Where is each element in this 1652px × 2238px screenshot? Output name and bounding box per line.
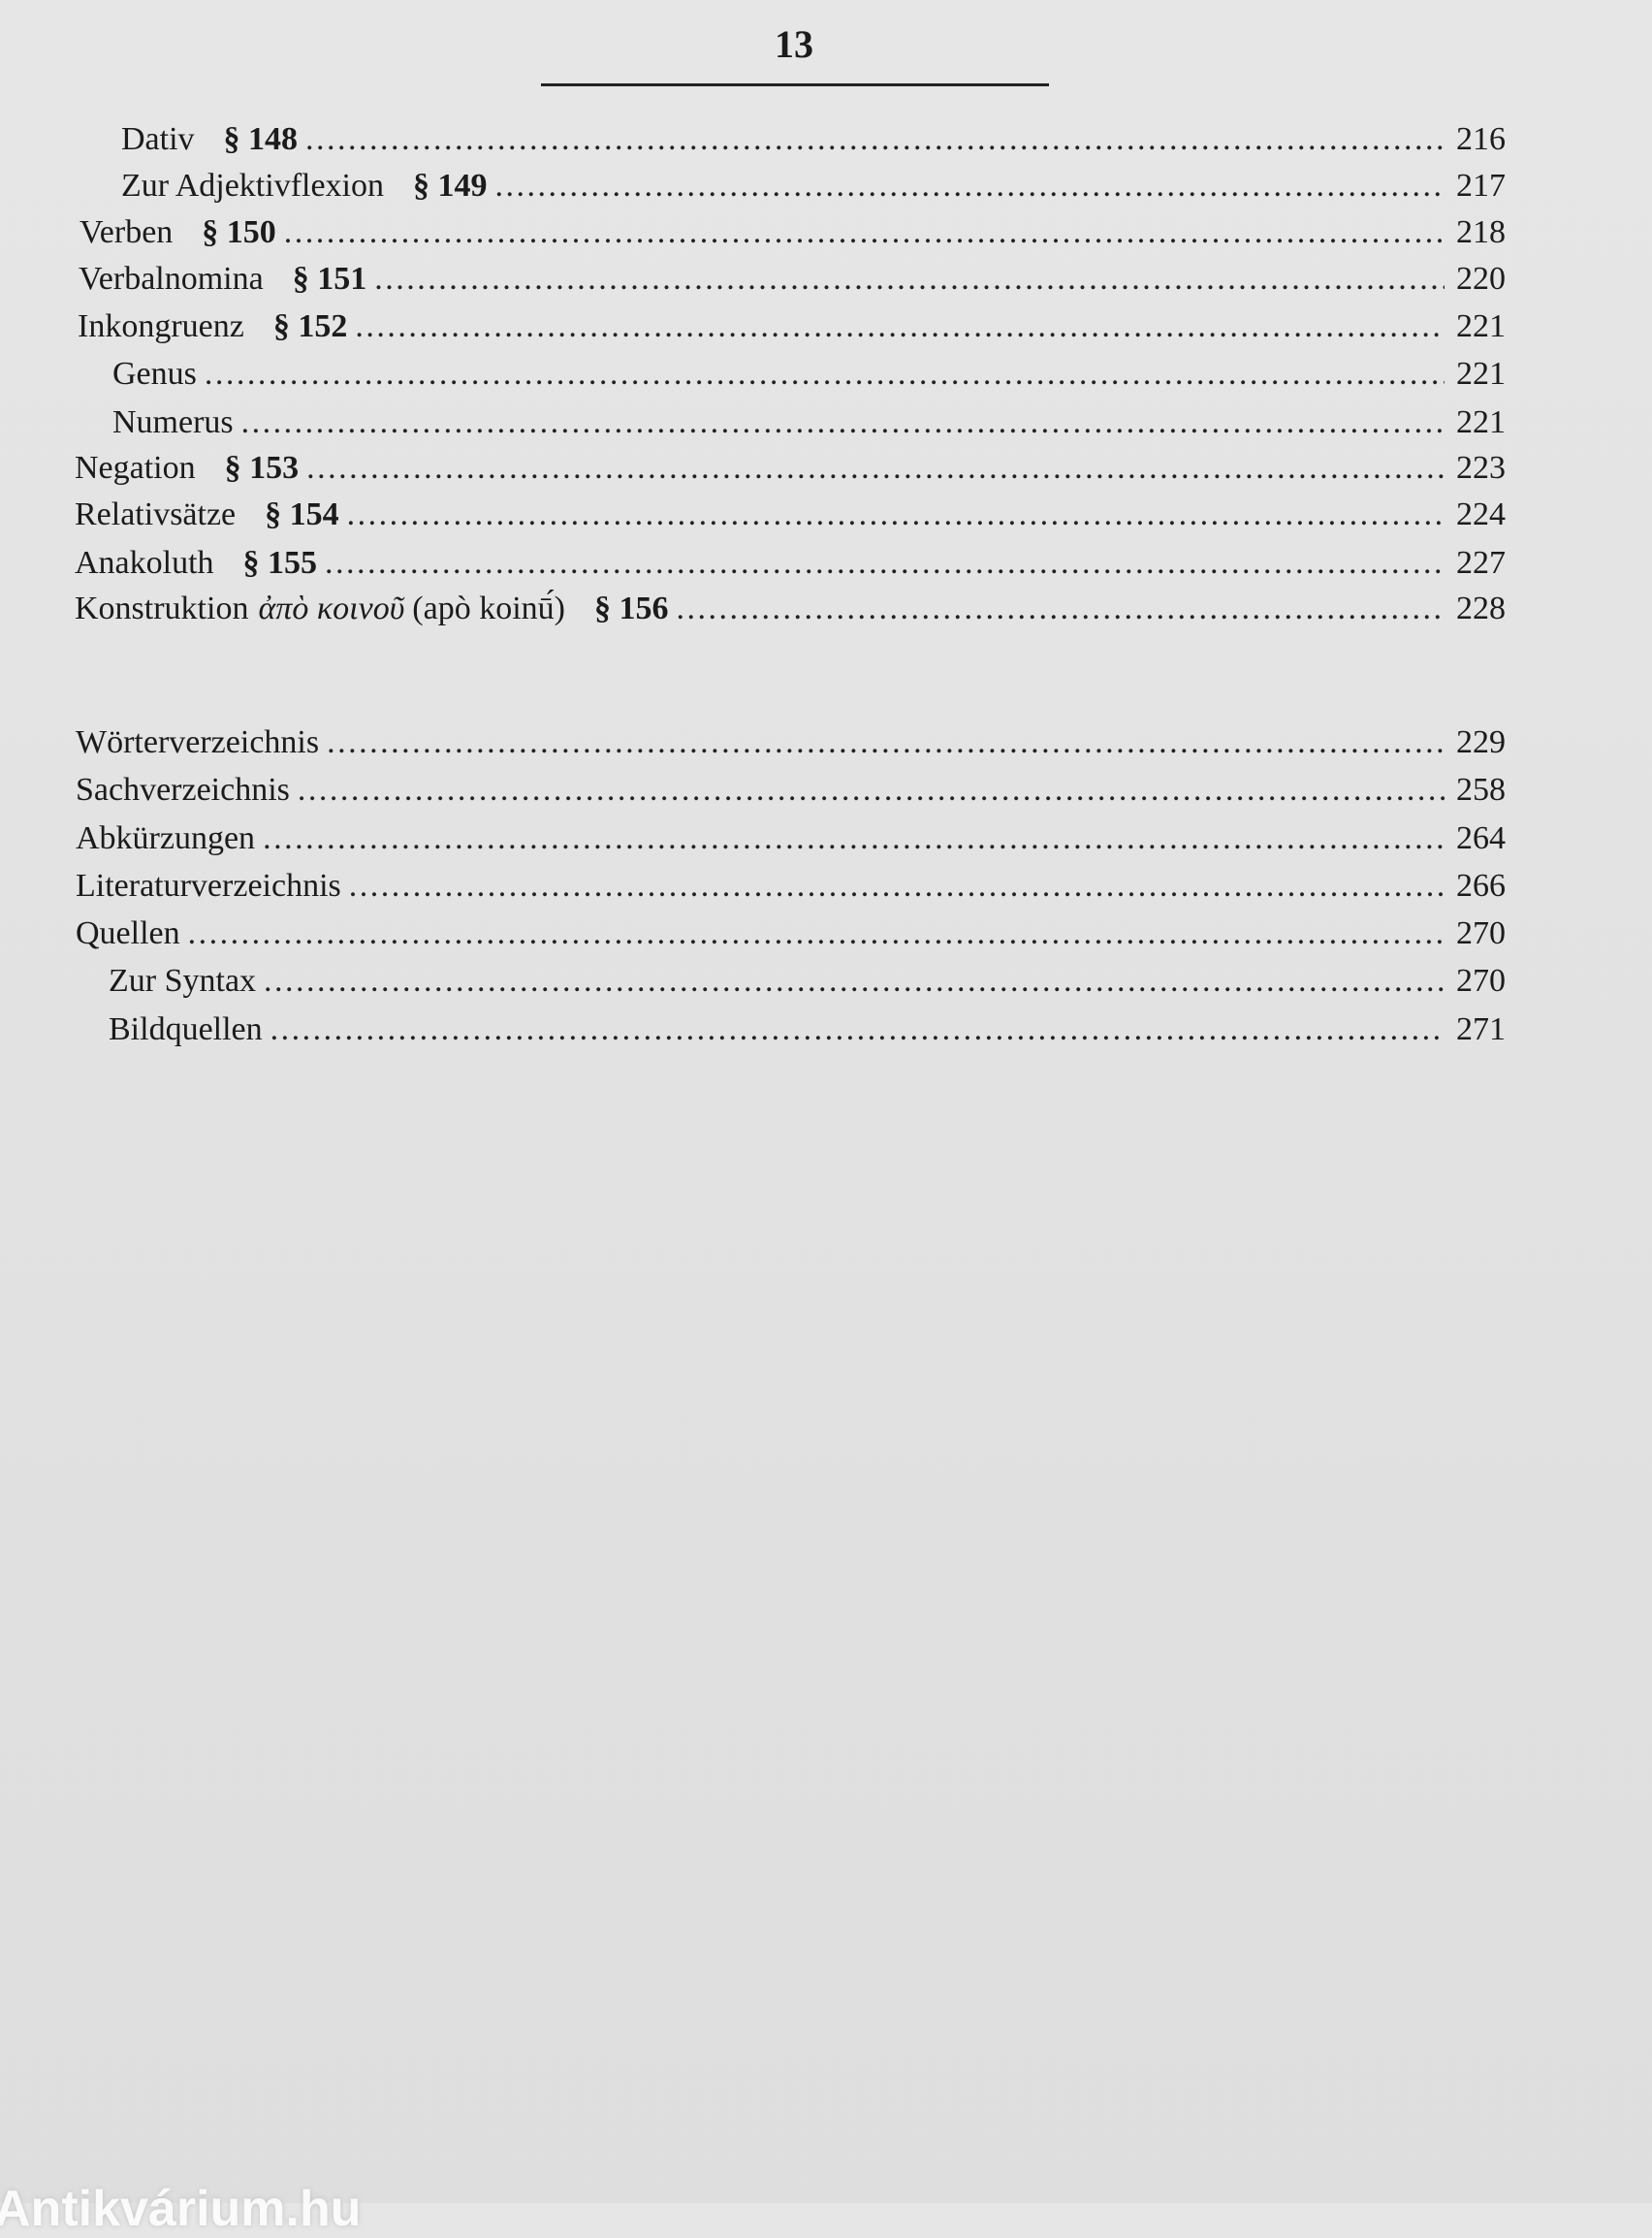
entry-page-number: 221 bbox=[1456, 308, 1506, 344]
watermark-logo: Antikvárium.hu bbox=[0, 2181, 362, 2237]
entry-title: Genus bbox=[112, 356, 197, 392]
entry-title: Quellen bbox=[76, 915, 180, 951]
entry-page-number: 258 bbox=[1456, 772, 1506, 808]
entry-section: § 154 bbox=[265, 496, 339, 532]
toc-entry: Genus 221 bbox=[112, 356, 1506, 400]
entry-page-number: 270 bbox=[1456, 963, 1506, 999]
entry-page-number: 218 bbox=[1456, 214, 1506, 250]
entry-greek: ἀπὸ κοινοῦ bbox=[258, 591, 405, 626]
entry-page-number: 229 bbox=[1456, 724, 1506, 760]
entry-page-number: 221 bbox=[1456, 356, 1506, 392]
entry-page-number: 271 bbox=[1456, 1011, 1506, 1047]
toc-entry: Inkongruenz § 152 221 bbox=[78, 308, 1506, 353]
dot-leader bbox=[349, 868, 1445, 905]
dot-leader bbox=[305, 121, 1445, 158]
dot-leader bbox=[205, 356, 1445, 393]
toc-entry: Konstruktion ἀπὸ κοινοῦ(apò koinū́) § 156 2… bbox=[75, 591, 1506, 635]
entry-page-number: 223 bbox=[1456, 450, 1506, 486]
entry-title: Zur Syntax bbox=[109, 963, 257, 999]
entry-title: Anakoluth bbox=[75, 545, 214, 581]
entry-page-number: 217 bbox=[1456, 168, 1506, 204]
entry-section: § 152 bbox=[272, 308, 348, 344]
entry-page-number: 264 bbox=[1456, 820, 1506, 856]
dot-leader bbox=[241, 404, 1445, 441]
entry-title: Literaturverzeichnis bbox=[76, 868, 341, 904]
entry-section: § 148 bbox=[223, 121, 299, 157]
entry-title: Inkongruenz bbox=[78, 308, 244, 344]
entry-title: Abkürzungen bbox=[76, 820, 256, 856]
dot-leader bbox=[306, 450, 1445, 487]
entry-section: § 149 bbox=[413, 168, 488, 204]
entry-page-number: 227 bbox=[1456, 545, 1506, 581]
entry-page-number: 266 bbox=[1456, 868, 1506, 904]
dot-leader bbox=[327, 724, 1445, 761]
toc-entry: Abkürzungen 264 bbox=[76, 820, 1506, 865]
entry-section: § 155 bbox=[242, 545, 318, 581]
entry-title: Sachverzeichnis bbox=[76, 772, 290, 808]
dot-leader bbox=[264, 963, 1445, 1000]
entry-page-number: 221 bbox=[1456, 404, 1506, 440]
toc-entry: Literaturverzeichnis 266 bbox=[76, 868, 1506, 912]
entry-title: Dativ bbox=[121, 121, 195, 157]
dot-leader bbox=[355, 308, 1445, 345]
entry-title: Wörterverzeichnis bbox=[76, 724, 320, 760]
toc-entry: Negation § 153 223 bbox=[75, 450, 1506, 495]
toc-entry: Dativ § 148 216 bbox=[121, 121, 1506, 166]
dot-leader bbox=[676, 591, 1445, 627]
toc-entry: Wörterverzeichnis 229 bbox=[76, 724, 1506, 769]
header-rule bbox=[541, 83, 1049, 86]
dot-leader bbox=[263, 820, 1445, 857]
toc-entry: Anakoluth § 155 227 bbox=[75, 545, 1506, 590]
dot-leader bbox=[188, 915, 1445, 952]
page-number: 13 bbox=[775, 22, 813, 66]
dot-leader bbox=[374, 261, 1445, 298]
entry-section: § 156 bbox=[593, 591, 669, 626]
dot-leader bbox=[325, 545, 1445, 582]
entry-title: Negation bbox=[75, 450, 196, 486]
toc-entry: Numerus 221 bbox=[112, 404, 1506, 449]
entry-page-number: 220 bbox=[1456, 261, 1506, 297]
entry-section: § 151 bbox=[292, 261, 367, 297]
toc-entry: Quellen 270 bbox=[76, 915, 1506, 960]
entry-page-number: 216 bbox=[1456, 121, 1506, 157]
dot-leader bbox=[347, 496, 1445, 533]
entry-page-number: 270 bbox=[1456, 915, 1506, 951]
entry-title: Bildquellen bbox=[109, 1011, 263, 1047]
toc-entry: Relativsätze § 154 224 bbox=[75, 496, 1506, 541]
toc-entry: Verbalnomina § 151 220 bbox=[79, 261, 1506, 305]
entry-title: Numerus bbox=[112, 404, 234, 440]
entry-section: § 153 bbox=[224, 450, 300, 486]
toc-entry: Verben § 150 218 bbox=[79, 214, 1506, 259]
entry-page-number: 224 bbox=[1456, 496, 1506, 532]
entry-transliteration: (apò koinū́) bbox=[412, 591, 565, 626]
dot-leader bbox=[270, 1011, 1445, 1048]
entry-title: Verben bbox=[79, 214, 174, 250]
dot-leader bbox=[284, 214, 1445, 251]
dot-leader bbox=[298, 772, 1445, 809]
toc-entry: Zur Adjektivflexion § 149 217 bbox=[121, 168, 1506, 212]
entry-title: Konstruktion bbox=[75, 591, 249, 626]
entry-page-number: 228 bbox=[1456, 591, 1506, 626]
entry-section: § 150 bbox=[202, 214, 276, 250]
toc-entry: Zur Syntax 270 bbox=[109, 963, 1506, 1007]
entry-title: Verbalnomina bbox=[79, 261, 264, 297]
toc-entry: Bildquellen 271 bbox=[109, 1011, 1506, 1056]
entry-title: Zur Adjektivflexion bbox=[121, 168, 385, 204]
dot-leader bbox=[495, 168, 1445, 205]
toc-entry: Sachverzeichnis 258 bbox=[76, 772, 1506, 816]
entry-title: Relativsätze bbox=[75, 496, 237, 532]
